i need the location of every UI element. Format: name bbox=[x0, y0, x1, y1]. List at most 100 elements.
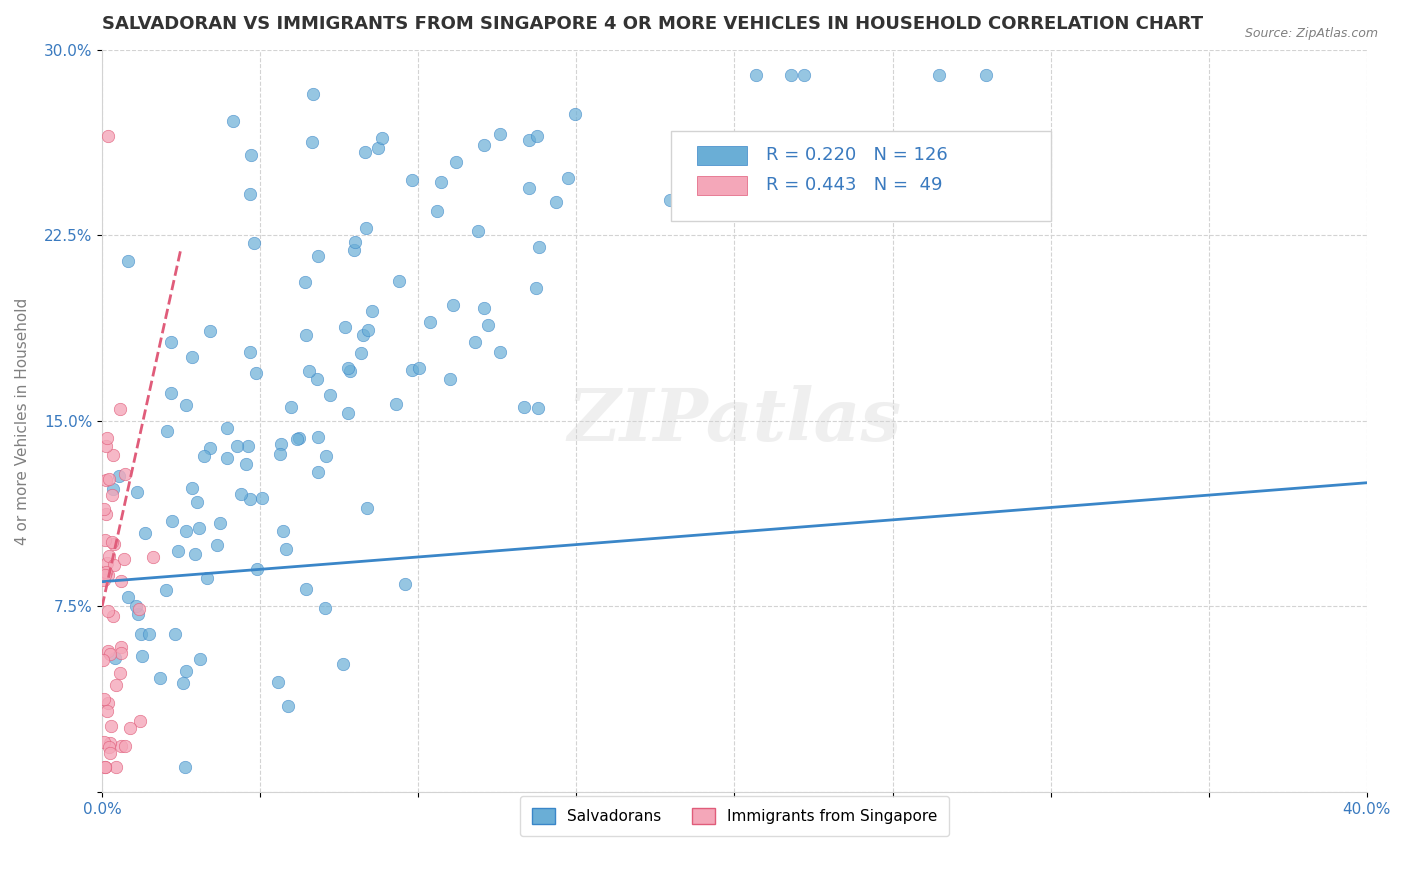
Point bbox=[134, 526, 156, 541]
Point bbox=[444, 155, 467, 169]
Point bbox=[385, 397, 408, 411]
Point bbox=[517, 181, 540, 195]
Point bbox=[207, 538, 229, 552]
Point bbox=[180, 350, 202, 364]
Point bbox=[96, 704, 118, 718]
Point bbox=[103, 448, 125, 462]
Point bbox=[464, 334, 486, 349]
Point bbox=[394, 577, 416, 591]
Point bbox=[105, 760, 128, 774]
Point bbox=[356, 221, 378, 235]
Point bbox=[98, 472, 121, 486]
Point bbox=[93, 573, 115, 587]
Point bbox=[186, 495, 208, 509]
Point bbox=[793, 68, 815, 82]
Point bbox=[93, 501, 115, 516]
Text: ZIPatlas: ZIPatlas bbox=[568, 385, 901, 457]
Point bbox=[527, 240, 550, 254]
Point bbox=[155, 582, 177, 597]
Point bbox=[288, 431, 311, 445]
Point bbox=[243, 235, 266, 250]
Point bbox=[426, 203, 449, 218]
Point bbox=[239, 187, 262, 202]
Point bbox=[301, 135, 323, 149]
Point bbox=[98, 549, 121, 563]
Point bbox=[408, 361, 430, 376]
Point bbox=[236, 439, 259, 453]
Point bbox=[104, 651, 127, 665]
Point bbox=[96, 473, 118, 487]
Point bbox=[162, 514, 184, 528]
Point bbox=[319, 388, 342, 402]
Text: R = 0.220   N = 126: R = 0.220 N = 126 bbox=[766, 146, 948, 164]
Point bbox=[343, 243, 366, 257]
Point bbox=[127, 607, 149, 621]
Point bbox=[419, 315, 441, 329]
Point bbox=[371, 130, 394, 145]
Point bbox=[517, 133, 540, 147]
FancyBboxPatch shape bbox=[696, 176, 747, 194]
Point bbox=[439, 372, 461, 386]
Point bbox=[108, 469, 131, 483]
Point bbox=[564, 107, 586, 121]
Point bbox=[98, 746, 121, 760]
Point bbox=[441, 297, 464, 311]
Point bbox=[280, 401, 302, 415]
Point bbox=[103, 558, 125, 573]
Point bbox=[198, 441, 221, 455]
Point bbox=[658, 193, 681, 207]
Point bbox=[93, 692, 115, 706]
Point bbox=[332, 657, 354, 671]
Point bbox=[489, 127, 512, 141]
Point bbox=[93, 760, 115, 774]
Point bbox=[98, 735, 121, 749]
Point bbox=[209, 516, 232, 530]
Point bbox=[217, 451, 239, 466]
Point bbox=[239, 344, 262, 359]
Point bbox=[314, 601, 336, 615]
Point bbox=[307, 249, 329, 263]
Point bbox=[557, 170, 579, 185]
Point bbox=[974, 68, 997, 82]
Point bbox=[114, 467, 136, 482]
Point bbox=[105, 678, 128, 692]
Point bbox=[97, 567, 120, 582]
Point bbox=[96, 507, 118, 521]
Point bbox=[117, 590, 139, 604]
Point bbox=[155, 424, 177, 438]
Legend: Salvadorans, Immigrants from Singapore: Salvadorans, Immigrants from Singapore bbox=[519, 796, 949, 837]
Point bbox=[97, 696, 120, 710]
Point bbox=[131, 648, 153, 663]
FancyBboxPatch shape bbox=[671, 131, 1050, 220]
Point bbox=[229, 486, 252, 500]
Point bbox=[302, 87, 325, 101]
Point bbox=[361, 303, 384, 318]
Point bbox=[125, 485, 148, 500]
Point bbox=[138, 627, 160, 641]
Point bbox=[97, 644, 120, 658]
Point bbox=[174, 524, 197, 539]
Point bbox=[333, 320, 356, 334]
Point bbox=[226, 439, 249, 453]
Point bbox=[745, 68, 768, 82]
Text: Source: ZipAtlas.com: Source: ZipAtlas.com bbox=[1244, 27, 1378, 40]
Point bbox=[354, 145, 377, 160]
Point bbox=[367, 140, 389, 154]
Point bbox=[93, 735, 115, 749]
Point bbox=[160, 386, 183, 401]
Point bbox=[472, 301, 495, 316]
Point bbox=[94, 533, 117, 547]
Point bbox=[101, 488, 124, 502]
Point bbox=[357, 323, 380, 337]
Point bbox=[101, 482, 124, 496]
Point bbox=[222, 114, 245, 128]
Point bbox=[118, 721, 141, 735]
Point bbox=[287, 432, 309, 446]
Point bbox=[755, 138, 778, 153]
Point bbox=[270, 437, 292, 451]
Point bbox=[295, 328, 318, 343]
Point bbox=[235, 457, 257, 471]
Point bbox=[174, 664, 197, 678]
Point bbox=[239, 492, 262, 507]
Point bbox=[110, 739, 132, 754]
